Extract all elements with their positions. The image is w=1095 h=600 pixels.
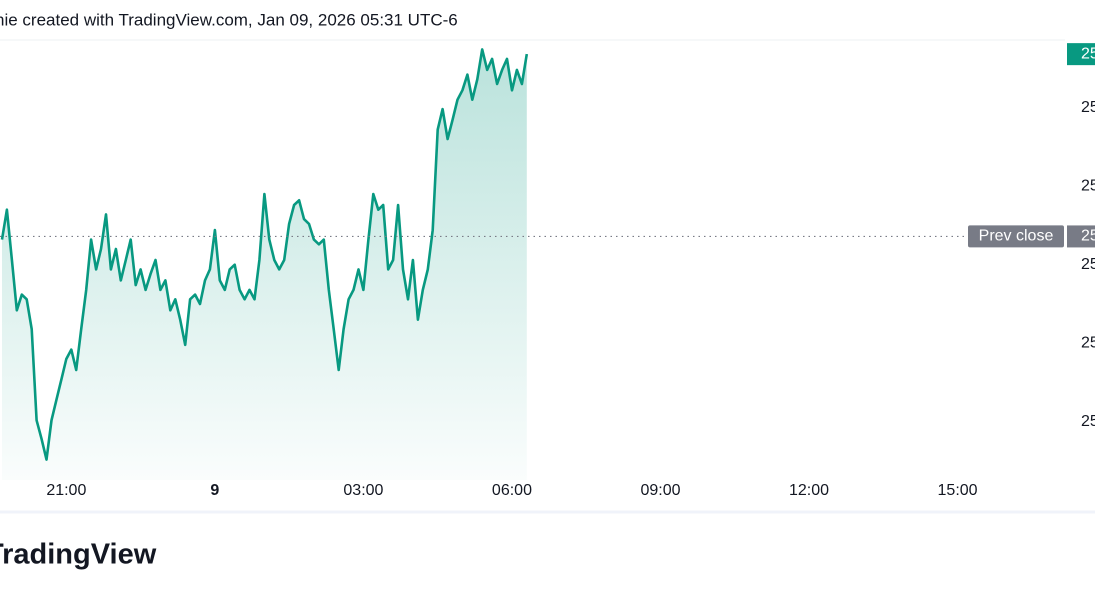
prev-close-price-badge xyxy=(1067,225,1095,248)
x-tick-label: 12:00 xyxy=(789,482,829,499)
x-tick-label: 03:00 xyxy=(343,482,383,499)
last-price: 25 xyxy=(1081,45,1095,62)
price-line xyxy=(0,48,529,461)
x-tick-label: 15:00 xyxy=(938,482,978,499)
chart-title: nie created with TradingView.com, Jan 09… xyxy=(0,10,458,29)
x-tick-label: 06:00 xyxy=(492,482,532,499)
prev-close-name: Prev close xyxy=(979,228,1054,245)
y-tick-label: 25 xyxy=(1081,256,1095,273)
area-fill xyxy=(2,49,527,481)
y-tick-label: 25 xyxy=(1081,177,1095,194)
prev-close-price: 25 xyxy=(1081,228,1095,245)
y-tick-label: 25 xyxy=(1081,413,1095,430)
x-tick-label: 9 xyxy=(210,482,219,499)
last-price-badge xyxy=(1067,43,1095,66)
prev-close-badge xyxy=(968,225,1064,248)
y-tick-label: 25 xyxy=(1081,335,1095,352)
x-tick-label: 09:00 xyxy=(640,482,680,499)
y-tick-label: 25 xyxy=(1081,99,1095,116)
x-tick-label: 21:00 xyxy=(46,482,86,499)
brand: TradingView xyxy=(0,539,157,571)
